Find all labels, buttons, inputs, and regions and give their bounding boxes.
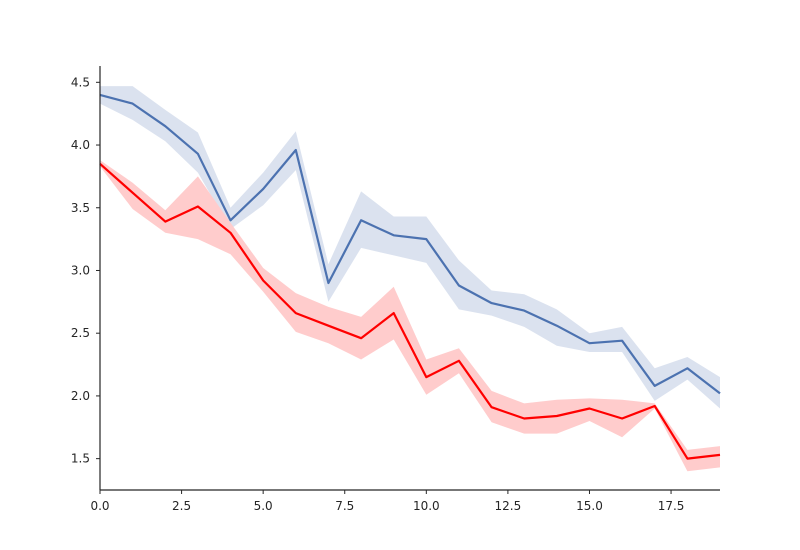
- y-tick-label: 1.5: [71, 452, 90, 466]
- x-tick-label: 10.0: [413, 499, 440, 513]
- series-2-line: [99, 162, 721, 460]
- y-tick-label: 4.0: [71, 138, 90, 152]
- x-axis-ticks: 0.0 2.5 5.0 7.5 10.0 12.5 15.0 17.5: [90, 490, 684, 513]
- y-tick-label: 4.5: [71, 75, 90, 89]
- x-tick-label: 15.0: [576, 499, 603, 513]
- x-tick-label: 17.5: [658, 499, 685, 513]
- series-lines: [99, 93, 721, 460]
- y-tick-label: 2.5: [71, 326, 90, 340]
- x-tick-label: 2.5: [172, 499, 191, 513]
- series-2-band: [100, 160, 720, 472]
- y-tick-label: 2.0: [71, 389, 90, 403]
- axes: [99, 66, 720, 491]
- y-tick-label: 3.0: [71, 263, 90, 277]
- confidence-bands: [100, 86, 720, 472]
- x-tick-label: 0.0: [90, 499, 109, 513]
- y-axis-ticks: 1.5 2.0 2.5 3.0 3.5 4.0 4.5: [71, 75, 100, 466]
- x-tick-label: 5.0: [254, 499, 273, 513]
- series-1-line: [99, 93, 721, 395]
- series-1-band: [100, 86, 720, 409]
- x-tick-label: 12.5: [495, 499, 522, 513]
- y-tick-label: 3.5: [71, 201, 90, 215]
- x-tick-label: 7.5: [335, 499, 354, 513]
